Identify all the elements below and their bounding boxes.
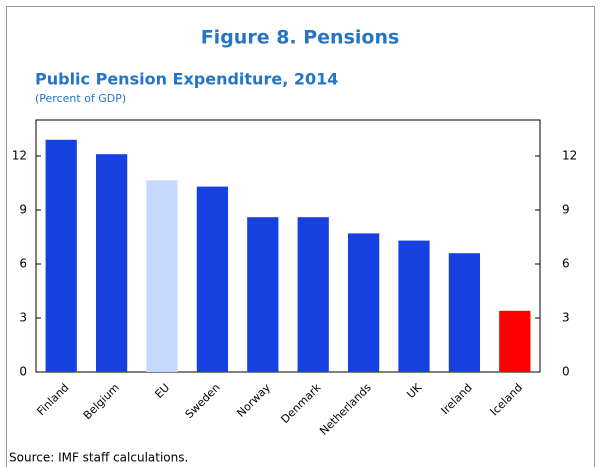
bar [45,139,77,372]
y2-tick-label: 0 [562,365,570,379]
bar [196,186,229,372]
chart-title: Figure 8. Pensions [201,27,400,49]
y-tick-label: 0 [19,365,27,379]
y2-tick-label: 6 [562,257,570,271]
frame [6,6,595,467]
x-tick-label: Belgium [81,381,122,422]
x-tick-label: Norway [234,381,273,420]
bar [95,154,128,372]
y2-tick-label: 9 [562,203,570,217]
bar [448,253,481,372]
bar [398,240,430,372]
x-tick-label: UK [404,380,425,401]
x-tick-label: Netherlands [317,381,374,438]
y-tick-label: 9 [19,203,27,217]
bar [247,217,279,372]
x-tick-label: Finland [34,381,71,418]
bar [499,310,531,372]
unit-note: (Percent of GDP) [35,92,126,105]
y2-tick-label: 12 [562,149,577,163]
bar [297,217,329,372]
x-tick-label: EU [152,381,172,401]
x-tick-label: Sweden [183,381,223,421]
y-tick-label: 3 [19,311,27,325]
y-tick-label: 12 [12,149,27,163]
y2-tick-label: 3 [562,311,570,325]
bar [347,233,380,372]
x-tick-label: Denmark [278,381,323,426]
plot-frame [35,119,541,373]
x-tick-label: Ireland [439,381,475,417]
y-tick-label: 6 [19,257,27,271]
bar [146,180,178,372]
x-tick-label: Iceland [488,381,525,418]
chart-subtitle: Public Pension Expenditure, 2014 [35,70,338,89]
source-note: Source: IMF staff calculations. [9,451,188,465]
